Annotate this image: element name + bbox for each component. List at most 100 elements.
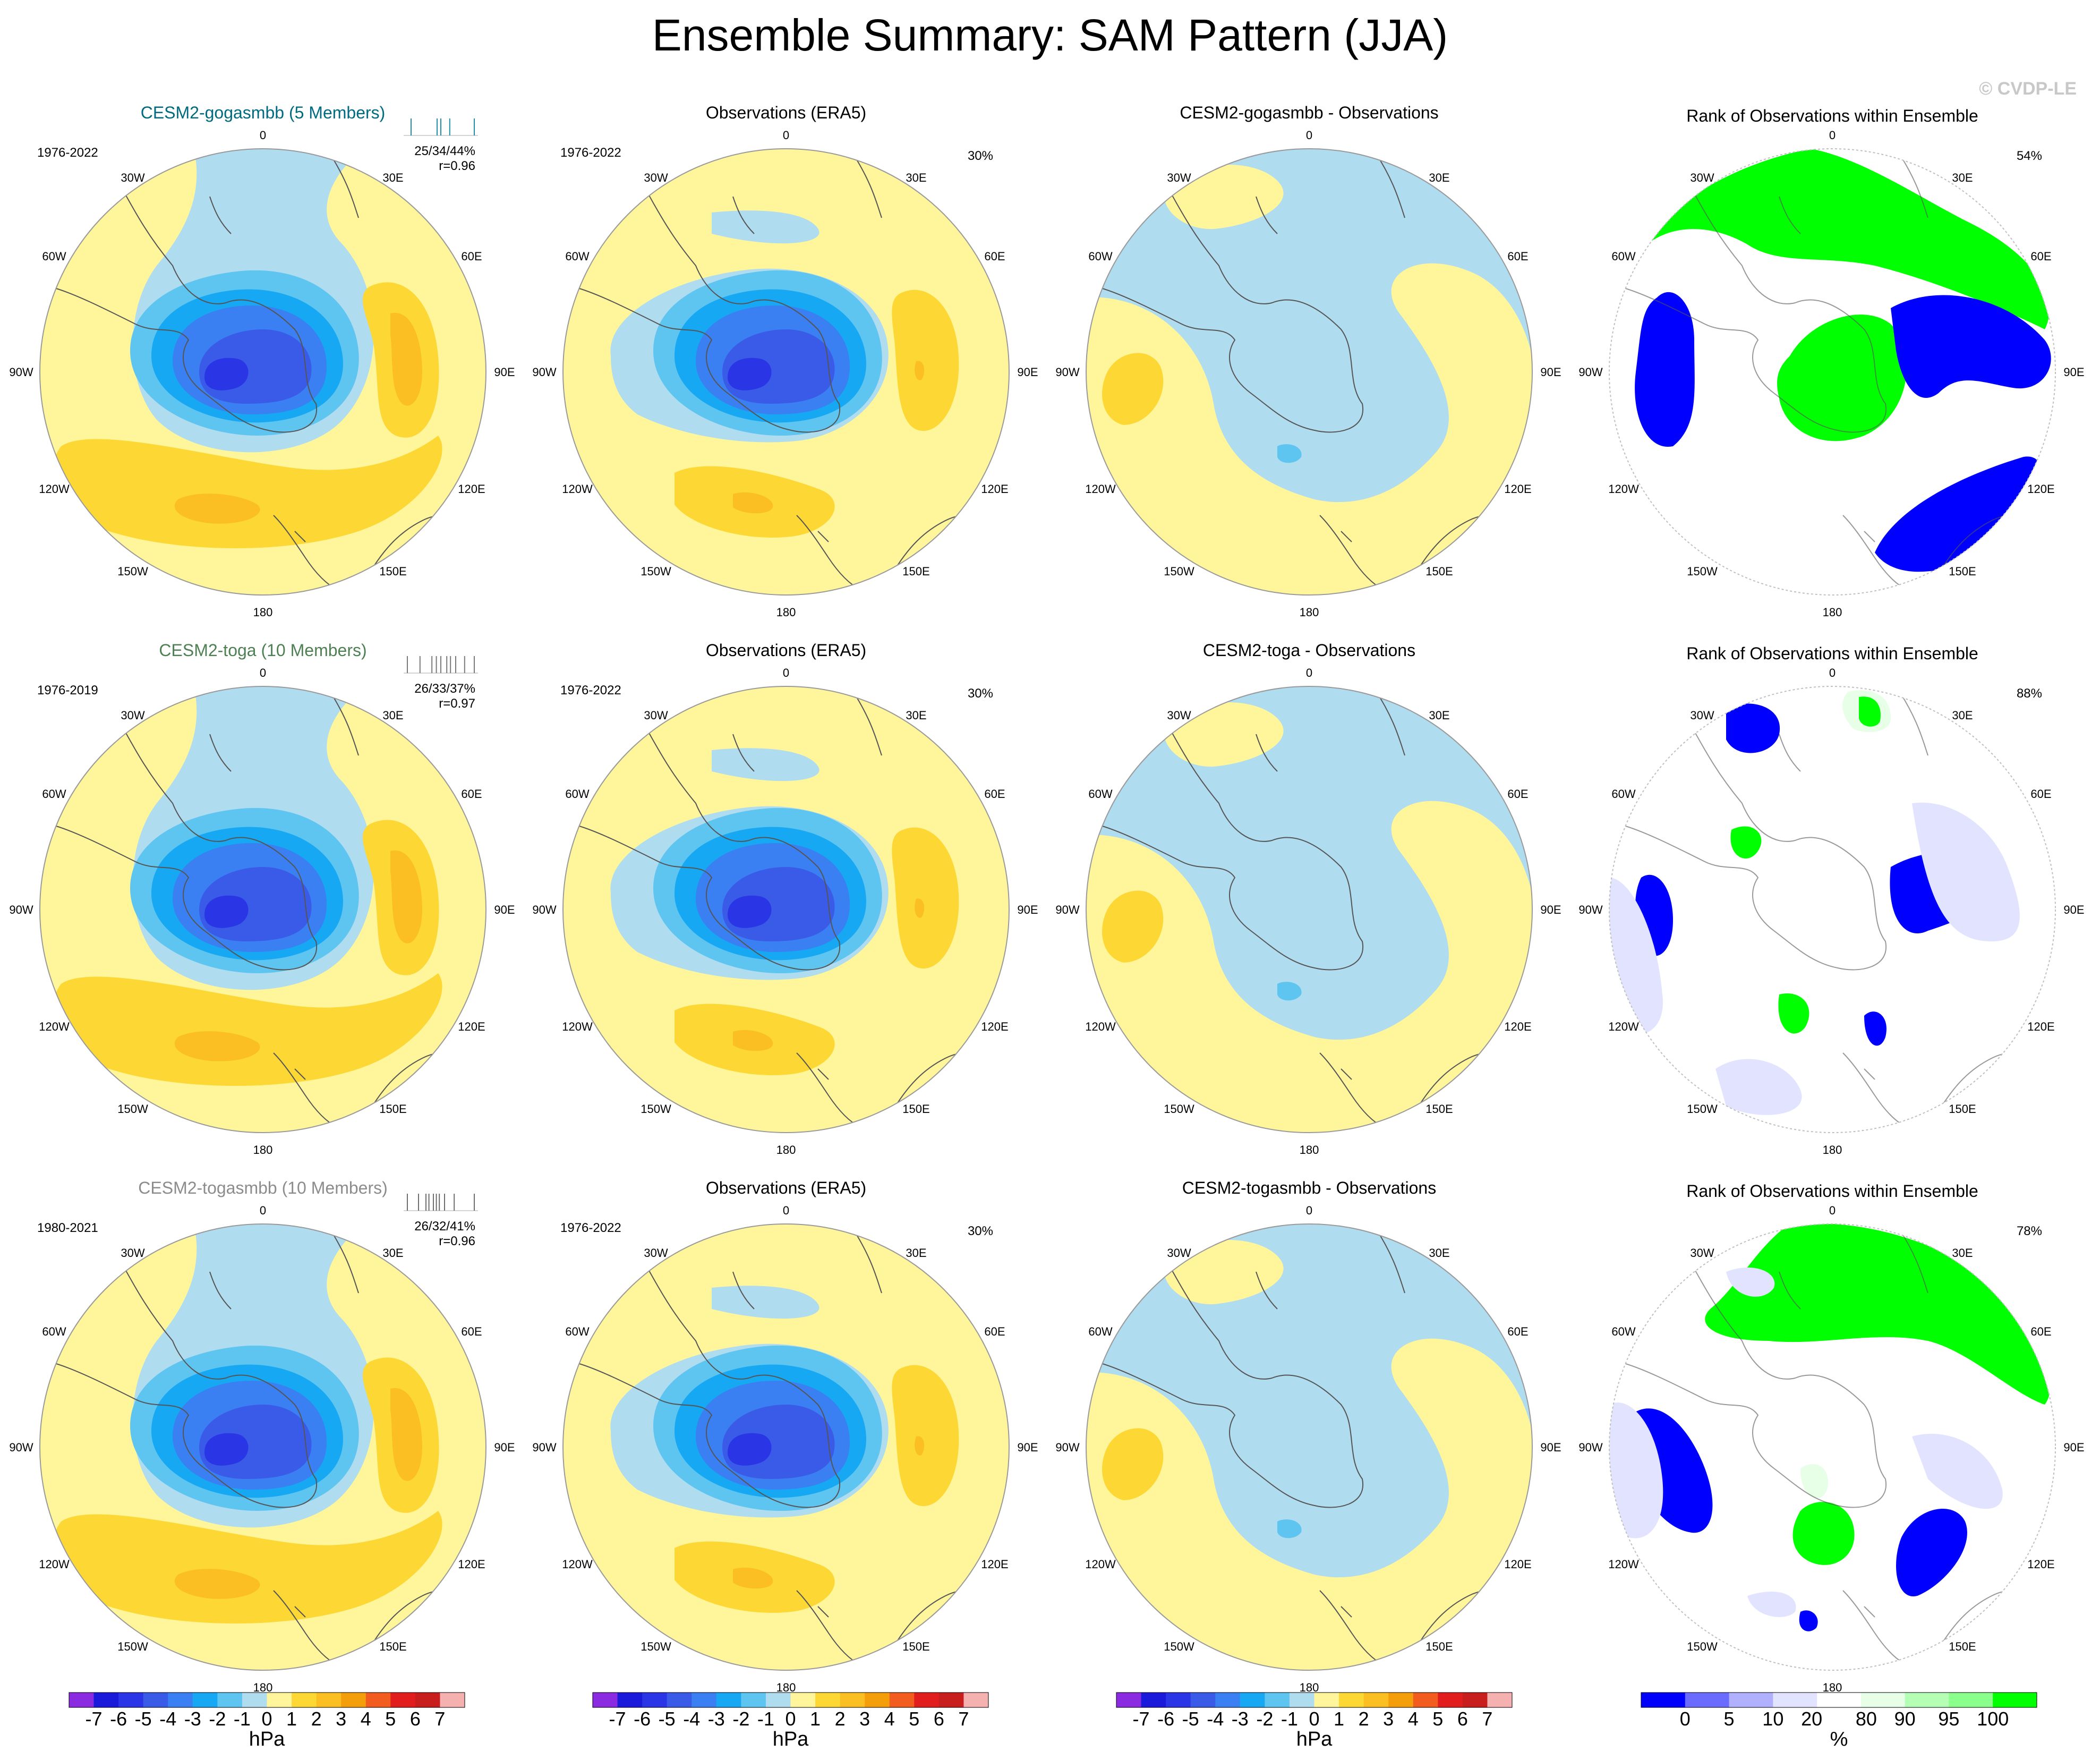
- colorbar-swatch: [889, 1693, 915, 1707]
- panel-title-obs: Observations (ERA5): [706, 103, 866, 122]
- lon-label-e90: 90E: [1017, 903, 1038, 916]
- pattern-stats: 26/32/41%: [414, 1219, 475, 1234]
- pattern-stats: 25/34/44%: [414, 144, 475, 158]
- psl-colorbar: -7 -6 -5 -4 -3 -2 -1 0 1 2 3 4 5 6 7 hPa: [1116, 1692, 1513, 1750]
- colorbar-swatch: [1314, 1693, 1339, 1707]
- panel-r1-obs: 0 180 30W 30E 60W 60E 90W 90E 120W 120E 150W 150E Ob…: [532, 103, 1038, 619]
- colorbar-tick-label: 80: [1856, 1708, 1877, 1730]
- colorbar-tick-label: 7: [1482, 1708, 1492, 1730]
- lon-label-e30: 30E: [906, 709, 926, 722]
- colorbar-swatch: [1339, 1693, 1364, 1707]
- colorbar-swatch: [93, 1693, 119, 1707]
- lon-label-w30: 30W: [121, 171, 144, 184]
- lon-label-e120: 120E: [2027, 1558, 2054, 1571]
- lon-label-lon_bottom: 180: [1300, 1681, 1319, 1694]
- lon-label-e90: 90E: [2063, 1441, 2084, 1454]
- positive-diff-3: [1102, 890, 1164, 963]
- colorbar-swatch: [1993, 1693, 2037, 1707]
- positive-contour-2: [390, 1388, 422, 1481]
- colorbar-swatch: [118, 1693, 144, 1707]
- lon-label-w60: 60W: [42, 250, 66, 263]
- explained-variance: 30%: [968, 686, 993, 701]
- colorbar-swatch: [1190, 1693, 1216, 1707]
- negative-diff-1: [1277, 982, 1302, 1001]
- lon-label-e30: 30E: [382, 1246, 403, 1260]
- lon-label-e30: 30E: [906, 171, 926, 184]
- lon-label-w30: 30W: [121, 1246, 144, 1260]
- map-boundary: [1609, 148, 2056, 596]
- lon-label-e90: 90E: [1017, 1441, 1038, 1454]
- lon-label-w30: 30W: [1690, 709, 1714, 722]
- lon-label-w30: 30W: [1167, 709, 1191, 722]
- colorbar-swatch: [341, 1693, 366, 1707]
- lon-label-w90: 90W: [9, 365, 33, 379]
- rank-high-3: [1778, 993, 1809, 1034]
- negative-contour-1: [712, 210, 819, 244]
- rank-highish-1: [1800, 1464, 1828, 1499]
- lon-label-lon_bottom: 180: [253, 606, 273, 619]
- positive-contour-2: [390, 850, 422, 943]
- lon-label-w120: 120W: [1608, 482, 1639, 496]
- lon-label-lon_top: 0: [260, 666, 266, 679]
- lon-label-lon_bottom: 180: [776, 1143, 796, 1157]
- figure-title: Ensemble Summary: SAM Pattern (JJA): [652, 10, 1448, 60]
- lon-label-w120: 120W: [1085, 1558, 1116, 1571]
- rank-high-2: [1730, 826, 1762, 859]
- panel-title-model: CESM2-gogasmbb (5 Members): [141, 103, 386, 122]
- lon-label-w150: 150W: [1164, 1640, 1194, 1653]
- lon-label-w90: 90W: [1578, 1441, 1602, 1454]
- lon-label-e90: 90E: [1540, 365, 1561, 379]
- lon-label-e60: 60E: [1507, 250, 1528, 263]
- lon-label-e150: 150E: [1425, 1102, 1453, 1116]
- colorbar-tick-label: 6: [934, 1708, 944, 1730]
- lon-label-e120: 120E: [2027, 482, 2054, 496]
- lon-label-w60: 60W: [1088, 1325, 1112, 1338]
- colorbar-tick-label: 4: [884, 1708, 895, 1730]
- lon-label-e120: 120E: [1504, 482, 1531, 496]
- lon-label-w120: 120W: [39, 1020, 70, 1033]
- colorbar-unit: hPa: [773, 1728, 809, 1750]
- lon-label-lon_top: 0: [260, 129, 266, 142]
- colorbar-tick-label: -6: [110, 1708, 127, 1730]
- lon-label-e150: 150E: [1949, 1102, 1976, 1116]
- panel-r2-rank: 0 180 30W 30E 60W 60E 90W 90E 120W 120E 150W 150E Ra…: [1578, 644, 2084, 1157]
- colorbar-tick-label: 1: [286, 1708, 297, 1730]
- colorbar-swatch: [963, 1693, 989, 1707]
- colorbar-swatch: [415, 1693, 440, 1707]
- lon-label-w90: 90W: [9, 1441, 33, 1454]
- colorbar-swatch: [1685, 1693, 1730, 1707]
- negative-contour-6: [728, 358, 772, 390]
- lon-label-lon_bottom: 180: [776, 1681, 796, 1694]
- lon-label-e150: 150E: [379, 1640, 406, 1653]
- map-boundary: [1609, 1223, 2056, 1671]
- positive-contour-3: [52, 973, 442, 1086]
- panel-title-obs: Observations (ERA5): [706, 1178, 866, 1197]
- colorbar-tick-label: -7: [609, 1708, 626, 1730]
- colorbar-swatch: [390, 1693, 416, 1707]
- lon-label-e150: 150E: [902, 565, 929, 578]
- lon-label-e150: 150E: [902, 1102, 929, 1116]
- lon-label-w150: 150W: [641, 1640, 671, 1653]
- lon-label-e30: 30E: [1429, 1246, 1449, 1260]
- lon-label-e120: 120E: [1504, 1558, 1531, 1571]
- lon-label-e30: 30E: [1429, 171, 1449, 184]
- rank-low-2: [1896, 1509, 1967, 1596]
- colorbar-swatch: [593, 1693, 618, 1707]
- lon-label-lon_top: 0: [1829, 1204, 1836, 1217]
- explained-variance: 54%: [2017, 149, 2042, 163]
- lon-label-w60: 60W: [1611, 787, 1635, 801]
- panel-r1-model: 0 180 30W 30E 60W 60E 90W 90E 120W 120E 150W 150E CE…: [9, 103, 515, 619]
- lon-label-w60: 60W: [1088, 250, 1112, 263]
- colorbar-swatch: [217, 1693, 243, 1707]
- lon-label-e150: 150E: [1949, 1640, 1976, 1653]
- colorbar-swatch: [1773, 1693, 1817, 1707]
- pattern-correlation: r=0.96: [439, 1234, 475, 1248]
- lon-label-w30: 30W: [121, 709, 144, 722]
- lon-label-w150: 150W: [641, 565, 671, 578]
- rank-low-4: [1864, 1011, 1886, 1046]
- panel-r1-diff: 0 180 30W 30E 60W 60E 90W 90E 120W 120E 150W 150E CE…: [1055, 103, 1561, 619]
- panel-r2-model: 0 180 30W 30E 60W 60E 90W 90E 120W 120E 150W 150E CE…: [9, 641, 515, 1157]
- map-boundary: [39, 686, 486, 1133]
- lon-label-e60: 60E: [984, 787, 1005, 801]
- colorbar-tick-label: 5: [909, 1708, 919, 1730]
